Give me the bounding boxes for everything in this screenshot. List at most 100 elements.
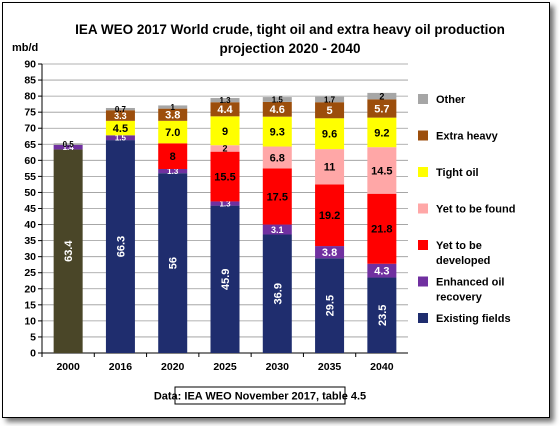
data-label: 3.1 [271,225,284,235]
x-tick-label: 2000 [56,361,80,373]
bar-segment-other-2035 [315,96,345,103]
bar-segment-extra-heavy-2030 [262,101,292,117]
data-label: 1.7 [324,95,336,104]
bar-segment-other-2025 [210,98,240,103]
y-tick-label: 80 [24,91,36,103]
bar-segment-existing-fields-2016 [105,140,135,353]
y-tick-label: 15 [24,299,36,311]
chart-title-line-1: IEA WEO 2017 World crude, tight oil and … [75,22,505,37]
data-label: 23.5 [377,305,389,326]
y-tick-label: 35 [24,235,36,247]
data-label: 45.9 [220,269,232,290]
y-tick-label: 85 [24,75,36,87]
y-tick-label: 75 [24,107,36,119]
bar-segment-tight-oil-2040 [367,117,397,148]
bar-segment-yet-to-be-developed-2040 [367,193,397,264]
y-tick-label: 55 [24,171,36,183]
bar-segment-existing-fields-2020 [158,173,188,353]
bar-segment-yet-to-be-found-2030 [262,146,292,169]
bar-segment-tight-oil-2020 [158,120,188,144]
data-label: 56 [168,257,180,269]
data-label: 15.5 [214,172,235,184]
data-label: 7.0 [165,127,180,139]
x-tick-label: 2040 [370,361,394,373]
y-tick-label: 10 [24,315,36,327]
bar-segment-yet-to-be-developed-2035 [315,184,345,247]
data-label: 1.4 [63,143,75,152]
bar-segment-existing-fields-2040 [367,277,397,353]
data-label: 4.4 [217,104,233,116]
data-label: 4.5 [113,123,128,135]
y-tick-label: 0 [30,348,36,360]
data-label: 4.6 [270,104,285,116]
data-label: 29.5 [325,295,337,316]
bar-segment-other-2030 [262,97,292,102]
x-tick-label: 2025 [213,361,237,373]
bar-segment-enhanced-oil-recovery-2040 [367,263,397,278]
legend-label-yet-to-be-developed: Yet to be [436,240,482,252]
data-label-crude-2000: 63.4 [63,240,75,262]
bar-segment-crude-2000 [53,149,83,353]
data-label: 0.5 [63,140,75,149]
bar-segment-tight-oil-2025 [210,116,240,146]
legend-swatch-extra-heavy [418,130,428,141]
legend-swatch-enhanced-oil-recovery [418,276,428,287]
y-tick-label: 60 [24,155,36,167]
bar-segment-tight-oil-2030 [262,116,292,147]
data-label: 36.9 [272,283,284,304]
y-tick-label: 5 [30,331,36,343]
data-label: 2 [379,91,384,101]
y-tick-label: 70 [24,123,36,135]
data-label: 6.8 [270,152,285,164]
y-tick-label: 50 [24,187,36,199]
data-label: 9.2 [374,127,389,139]
y-tick-label: 20 [24,283,36,295]
bar-segment-extra-heavy-2016 [105,110,135,121]
bar-segment-yet-to-be-found-2040 [367,147,397,194]
data-label: 3.8 [322,247,337,259]
data-label: 2 [222,144,227,154]
x-tick-label: 2030 [266,361,290,373]
y-tick-label: 45 [24,203,36,215]
legend-label-other: Other [436,94,466,106]
chart-title-line-2: projection 2020 - 2040 [219,41,360,56]
bar-segment-existing-fields-2035 [315,258,345,353]
bar-segment-tight-oil-2035 [315,118,345,150]
data-label: 9.6 [322,129,337,141]
bar-segment-existing-fields-2025 [210,205,240,353]
legend-label-tight-oil: Tight oil [436,167,479,179]
data-label: 1.5 [115,134,127,143]
source-box [174,386,346,405]
data-label: 66.3 [115,236,127,257]
data-label: 1 [170,103,175,112]
data-label: 8 [170,151,176,163]
legend-label-yet-to-be-developed: developed [436,255,490,267]
data-label: 3.3 [114,111,127,121]
bar-segment-existing-fields-2030 [262,234,292,353]
data-label: 4.3 [374,266,389,278]
legend-label-existing-fields: Existing fields [436,313,511,325]
x-tick-label: 2020 [161,361,185,373]
bar-segment-other-2040 [367,92,397,100]
bar-segment-extra-heavy-2020 [158,108,188,121]
data-label: 17.5 [267,191,288,203]
legend-swatch-yet-to-be-found [418,203,428,214]
data-label: 1.5 [272,95,284,104]
legend-label-enhanced-oil-recovery: recovery [436,292,483,304]
data-label: 1.3 [219,199,231,208]
bar-segment-yet-to-be-developed-2025 [210,151,240,202]
data-label: 9.3 [270,127,285,139]
data-label: 9 [222,126,228,138]
data-label: 1.3 [219,96,231,105]
data-label: 14.5 [371,165,392,177]
legend-swatch-other [418,94,428,104]
legend-label-enhanced-oil-recovery: Enhanced oil [436,277,504,289]
bar-segment-yet-to-be-found-2035 [315,149,345,185]
bar-segment-other-2000 [53,143,83,145]
bar-segment-enhanced-oil-recovery-2020 [158,169,188,174]
bar-segment-other-2016 [105,107,135,111]
x-tick-label: 2016 [109,361,133,373]
bar-segment-enhanced-oil-recovery-2025 [210,201,240,206]
bar-segment-enhanced-oil-recovery-2016 [105,135,135,141]
y-axis-unit-label: mb/d [12,42,38,54]
